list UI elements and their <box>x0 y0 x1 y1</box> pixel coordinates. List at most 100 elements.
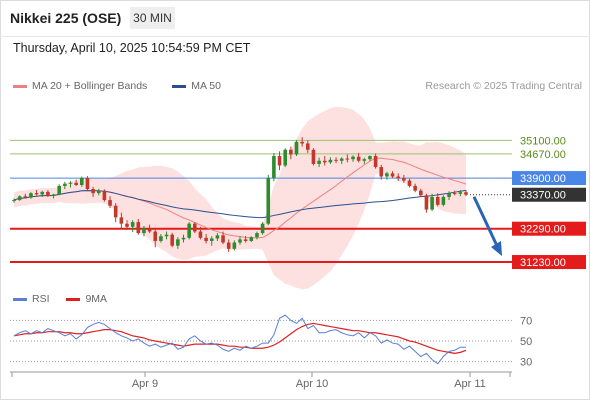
candle <box>368 155 372 161</box>
ma50-label: MA 50 <box>191 80 221 92</box>
candle <box>102 189 107 202</box>
candle <box>40 190 45 197</box>
legend-item-9ma: 9MA <box>66 293 107 305</box>
candle-body <box>238 239 242 243</box>
candle-body <box>136 222 141 234</box>
candle-body <box>113 205 118 218</box>
ma50-swatch <box>172 84 187 88</box>
candle <box>407 178 412 188</box>
candle <box>396 173 400 182</box>
candle <box>187 222 191 240</box>
candle <box>322 156 327 166</box>
candle-body <box>255 233 259 238</box>
candle <box>306 140 310 153</box>
chart-datetime: Thursday, April 10, 2025 10:54:59 PM CET <box>13 41 251 55</box>
candle-body <box>396 176 400 179</box>
candle-body <box>260 223 265 234</box>
candle-body <box>419 190 423 196</box>
candle <box>29 192 33 199</box>
candle <box>413 183 417 193</box>
candle-body <box>317 160 321 164</box>
candle <box>34 190 39 196</box>
candle <box>328 157 333 164</box>
ma20-swatch <box>13 84 27 88</box>
rsi-line <box>13 314 466 365</box>
candle-body <box>362 159 367 161</box>
candle-body <box>209 238 214 241</box>
candle-body <box>339 158 344 161</box>
candle <box>277 151 282 171</box>
candle <box>204 234 208 244</box>
candle-body <box>74 182 78 185</box>
candle <box>435 193 440 207</box>
candle-body <box>407 180 412 186</box>
candle <box>130 220 135 233</box>
ma9-swatch <box>66 297 81 301</box>
level-tag-pivot <box>512 171 586 186</box>
candle <box>159 234 163 243</box>
candle-body <box>385 173 389 177</box>
level-label-pivot: 33900.00 <box>520 173 566 185</box>
candle-body <box>108 200 112 206</box>
candle <box>351 155 355 162</box>
candle <box>300 137 304 147</box>
candle <box>452 190 457 196</box>
candle-body <box>85 178 90 190</box>
legend-item-ma50: MA 50 <box>172 80 221 92</box>
candle <box>334 157 338 163</box>
candle-body <box>424 195 429 210</box>
candle-body <box>373 156 378 168</box>
candle-body <box>390 173 395 177</box>
current-price-tag <box>512 187 586 202</box>
candle <box>181 234 186 243</box>
candle <box>362 157 367 164</box>
candle-body <box>345 158 350 160</box>
candle-body <box>368 156 372 160</box>
candle <box>125 220 129 230</box>
candle-body <box>57 185 61 195</box>
candle-body <box>430 196 434 210</box>
candle-body <box>322 160 327 163</box>
candle-body <box>46 191 50 196</box>
candle <box>142 225 146 237</box>
candle <box>289 146 293 160</box>
candle <box>176 237 180 249</box>
candle-body <box>215 235 220 239</box>
candle-body <box>458 192 463 194</box>
timeframe-button[interactable]: 30 MIN <box>130 7 175 29</box>
candle-body <box>289 149 293 155</box>
legend-item-ma20: MA 20 + Bollinger Bands <box>13 80 147 92</box>
candle-body <box>204 237 208 241</box>
candle <box>249 236 254 242</box>
candle-body <box>40 191 45 195</box>
candle-body <box>181 237 186 240</box>
candle-body <box>198 231 203 238</box>
bollinger-band <box>14 106 466 290</box>
candle-body <box>17 196 22 201</box>
candle <box>260 222 265 235</box>
candle-body <box>91 189 95 194</box>
candle <box>226 239 231 252</box>
level-tag-support <box>512 221 586 236</box>
candle-body <box>232 242 237 249</box>
candle-body <box>294 141 299 155</box>
candle-body <box>441 196 446 205</box>
candle <box>215 233 220 241</box>
candle <box>294 140 299 157</box>
candle-body <box>334 159 338 161</box>
candle <box>311 148 316 166</box>
candle <box>147 224 152 234</box>
candle <box>46 190 50 197</box>
candle-body <box>277 156 282 166</box>
candle <box>447 191 451 201</box>
price-legend: MA 20 + Bollinger Bands MA 50 <box>13 80 243 92</box>
candle <box>17 195 22 201</box>
candle <box>458 190 463 197</box>
candle-body <box>447 193 451 197</box>
resistance-label: 34670.00 <box>520 149 566 161</box>
candle <box>119 212 124 229</box>
rsi-9ma-line <box>13 322 467 355</box>
candle <box>232 240 237 251</box>
candle <box>74 179 78 186</box>
